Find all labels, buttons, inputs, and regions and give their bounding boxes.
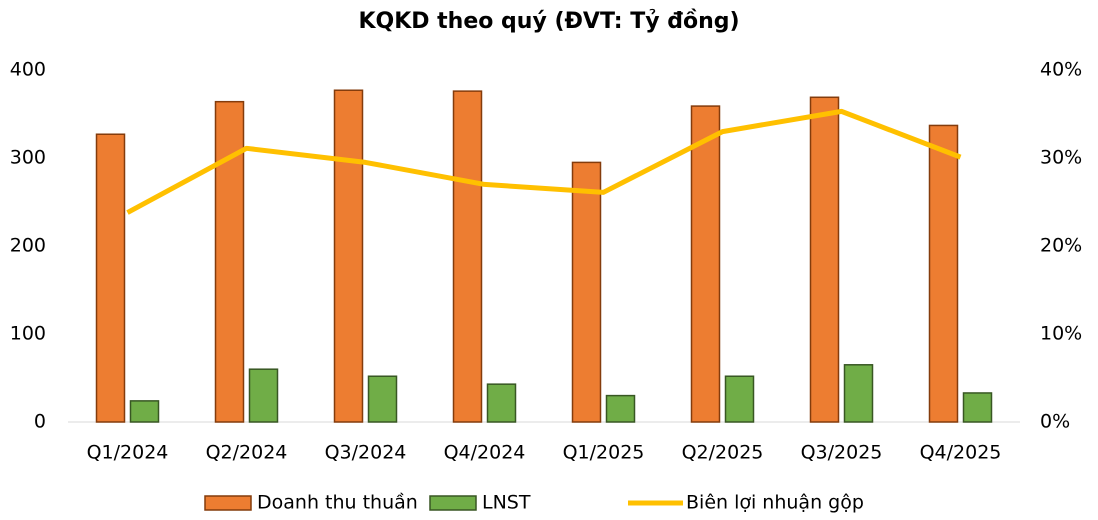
bar [452, 90, 483, 423]
legend-swatch [429, 495, 477, 511]
x-tick-label: Q3/2024 [325, 442, 407, 464]
bar [333, 89, 364, 423]
bar [248, 368, 279, 423]
legend-swatch [204, 495, 252, 511]
bar [843, 364, 874, 423]
bar [962, 392, 993, 423]
bar [928, 124, 959, 423]
y2-tick-label: 40% [1040, 59, 1082, 81]
x-tick-label: Q2/2025 [682, 442, 764, 464]
bar [486, 383, 517, 423]
legend-label: Biên lợi nhuận gộp [686, 492, 864, 514]
x-tick-label: Q3/2025 [801, 442, 883, 464]
y2-tick-label: 30% [1040, 147, 1082, 169]
bar [809, 96, 840, 423]
y-tick-label: 300 [10, 147, 46, 169]
x-tick-label: Q1/2025 [563, 442, 645, 464]
chart-title: KQKD theo quý (ĐVT: Tỷ đồng) [358, 9, 739, 34]
y2-tick-label: 0% [1040, 411, 1070, 433]
bar [129, 400, 160, 423]
legend-label: Doanh thu thuần [257, 492, 418, 514]
x-tick-label: Q4/2025 [920, 442, 1002, 464]
y-tick-label: 100 [10, 323, 46, 345]
legend-label: LNST [482, 492, 531, 514]
bar [605, 394, 636, 423]
line [126, 108, 962, 215]
y2-tick-label: 20% [1040, 235, 1082, 257]
bar [724, 375, 755, 423]
x-tick-label: Q1/2024 [87, 442, 169, 464]
x-tick-label: Q2/2024 [206, 442, 288, 464]
y-tick-label: 200 [10, 235, 46, 257]
bar [95, 133, 126, 423]
bar [690, 105, 721, 423]
bar [571, 161, 602, 423]
y2-tick-label: 10% [1040, 323, 1082, 345]
x-tick-label: Q4/2024 [444, 442, 526, 464]
bar [367, 375, 398, 423]
y-tick-label: 0 [34, 411, 46, 433]
y-tick-label: 400 [10, 59, 46, 81]
